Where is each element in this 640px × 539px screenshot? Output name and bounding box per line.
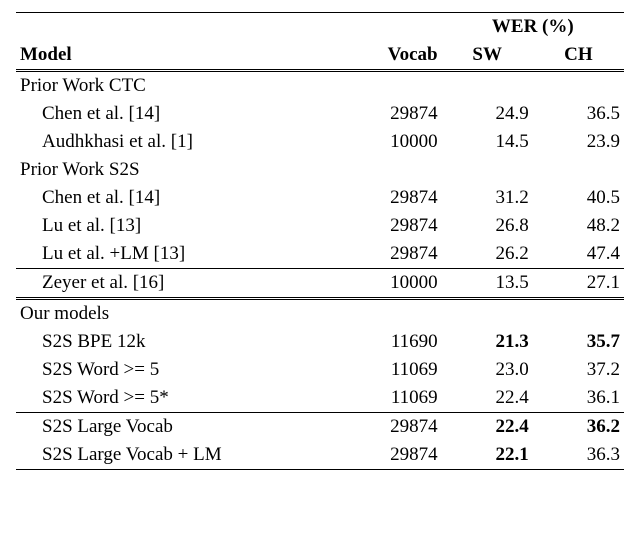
header-sw: SW bbox=[442, 41, 533, 71]
table-row: Lu et al. +LM [13] 29874 26.2 47.4 bbox=[16, 240, 624, 269]
header-wer: WER (%) bbox=[442, 13, 624, 42]
row-sw: 26.8 bbox=[442, 212, 533, 240]
table-row: Zeyer et al. [16] 10000 13.5 27.1 bbox=[16, 269, 624, 299]
section-prior-ctc: Prior Work CTC bbox=[16, 71, 624, 101]
row-vocab: 29874 bbox=[332, 100, 441, 128]
header-vocab: Vocab bbox=[332, 41, 441, 71]
row-ch: 36.2 bbox=[533, 413, 624, 442]
row-ch: 36.3 bbox=[533, 441, 624, 470]
row-ch: 47.4 bbox=[533, 240, 624, 269]
row-label: Lu et al. [13] bbox=[16, 212, 332, 240]
row-label: S2S Word >= 5* bbox=[16, 384, 332, 413]
row-label: Audhkhasi et al. [1] bbox=[16, 128, 332, 156]
row-ch: 48.2 bbox=[533, 212, 624, 240]
row-vocab: 29874 bbox=[332, 413, 441, 442]
section-prior-s2s: Prior Work S2S bbox=[16, 156, 624, 184]
table-row: S2S Large Vocab 29874 22.4 36.2 bbox=[16, 413, 624, 442]
row-ch: 37.2 bbox=[533, 356, 624, 384]
row-ch: 36.1 bbox=[533, 384, 624, 413]
row-label: S2S BPE 12k bbox=[16, 328, 332, 356]
wer-results-table: WER (%) Model Vocab SW CH Prior Work CTC… bbox=[16, 12, 624, 470]
section-ours: Our models bbox=[16, 299, 624, 329]
row-sw: 31.2 bbox=[442, 184, 533, 212]
row-ch: 40.5 bbox=[533, 184, 624, 212]
row-sw: 22.4 bbox=[442, 384, 533, 413]
row-ch: 35.7 bbox=[533, 328, 624, 356]
row-sw: 24.9 bbox=[442, 100, 533, 128]
row-ch: 36.5 bbox=[533, 100, 624, 128]
row-vocab: 10000 bbox=[332, 128, 441, 156]
row-label: Zeyer et al. [16] bbox=[16, 269, 332, 299]
table-row: S2S Word >= 5* 11069 22.4 36.1 bbox=[16, 384, 624, 413]
row-sw: 26.2 bbox=[442, 240, 533, 269]
row-vocab: 29874 bbox=[332, 184, 441, 212]
table-row: S2S Large Vocab + LM 29874 22.1 36.3 bbox=[16, 441, 624, 470]
row-sw: 21.3 bbox=[442, 328, 533, 356]
row-vocab: 29874 bbox=[332, 240, 441, 269]
row-label: Lu et al. +LM [13] bbox=[16, 240, 332, 269]
table-row: Lu et al. [13] 29874 26.8 48.2 bbox=[16, 212, 624, 240]
row-label: Chen et al. [14] bbox=[16, 100, 332, 128]
table-row: Chen et al. [14] 29874 31.2 40.5 bbox=[16, 184, 624, 212]
row-sw: 23.0 bbox=[442, 356, 533, 384]
row-vocab: 11069 bbox=[332, 356, 441, 384]
header-ch: CH bbox=[533, 41, 624, 71]
row-label: S2S Large Vocab bbox=[16, 413, 332, 442]
row-ch: 27.1 bbox=[533, 269, 624, 299]
row-ch: 23.9 bbox=[533, 128, 624, 156]
row-vocab: 11069 bbox=[332, 384, 441, 413]
table-row: Audhkhasi et al. [1] 10000 14.5 23.9 bbox=[16, 128, 624, 156]
row-label: S2S Word >= 5 bbox=[16, 356, 332, 384]
row-label: Chen et al. [14] bbox=[16, 184, 332, 212]
table-row: Chen et al. [14] 29874 24.9 36.5 bbox=[16, 100, 624, 128]
row-sw: 14.5 bbox=[442, 128, 533, 156]
row-vocab: 11690 bbox=[332, 328, 441, 356]
row-vocab: 29874 bbox=[332, 212, 441, 240]
row-sw: 22.1 bbox=[442, 441, 533, 470]
row-label: S2S Large Vocab + LM bbox=[16, 441, 332, 470]
row-vocab: 29874 bbox=[332, 441, 441, 470]
table-row: S2S BPE 12k 11690 21.3 35.7 bbox=[16, 328, 624, 356]
row-vocab: 10000 bbox=[332, 269, 441, 299]
table-row: S2S Word >= 5 11069 23.0 37.2 bbox=[16, 356, 624, 384]
row-sw: 13.5 bbox=[442, 269, 533, 299]
row-sw: 22.4 bbox=[442, 413, 533, 442]
header-model: Model bbox=[16, 41, 332, 71]
